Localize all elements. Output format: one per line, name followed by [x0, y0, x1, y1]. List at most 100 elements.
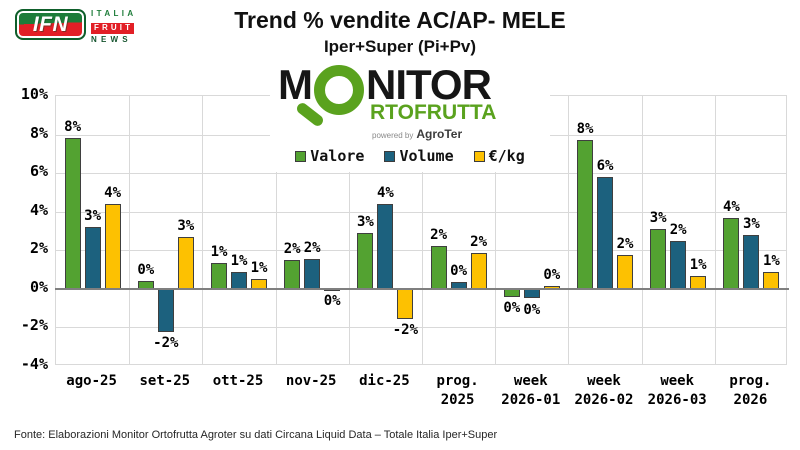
- y-axis-tick-label: 0%: [29, 277, 48, 296]
- magnifier-ring: [314, 65, 364, 115]
- x-axis-category-label: prog. 2026: [729, 373, 772, 408]
- x-axis-category-label: ott-25: [212, 373, 264, 389]
- bar-value-label: 0%: [523, 301, 541, 318]
- bar-volume: [523, 288, 540, 299]
- gridline-vertical: [275, 96, 277, 364]
- bar-value-label: 2%: [283, 240, 301, 257]
- gridline-vertical: [348, 96, 350, 364]
- bar-value-label: 3%: [356, 213, 374, 230]
- gridline-vertical: [641, 96, 643, 364]
- bar-volume: [597, 177, 613, 289]
- bar-value-label: 8%: [64, 119, 82, 136]
- monitor-logo-block: M NITOR RTOFRUTTA powered by AgroTer Valo…: [270, 60, 550, 172]
- x-axis-category-label: ago-25: [66, 373, 117, 389]
- chart-legend: Valore Volume €/kg: [270, 147, 550, 165]
- bar-value-label: 1%: [250, 260, 268, 277]
- x-axis-category-label: nov-25: [285, 373, 337, 389]
- monitor-logo-nitor: NITOR: [366, 61, 492, 108]
- zero-axis-line: [55, 287, 789, 290]
- x-axis-category-label: prog. 2025: [436, 373, 479, 408]
- bar-value-label: 4%: [722, 198, 740, 215]
- bar-value-label: 3%: [84, 208, 102, 225]
- y-axis-tick-label: -4%: [20, 355, 48, 373]
- gridline-vertical: [568, 96, 570, 364]
- bar-kg: [617, 255, 633, 289]
- legend-swatch-icon: [295, 150, 307, 162]
- gridline-vertical: [714, 96, 716, 364]
- source-note: Fonte: Elaborazioni Monitor Ortofrutta A…: [14, 429, 498, 441]
- gridline-horizontal: [56, 327, 786, 329]
- bar-kg: [763, 271, 780, 289]
- x-axis-category-label: dic-25: [359, 373, 410, 389]
- legend-item-kg: €/kg: [473, 147, 525, 165]
- x-axis-category-label: week 2026-01: [501, 373, 561, 408]
- legend-label: €/kg: [488, 147, 525, 165]
- monitor-logo-m: M: [278, 61, 313, 108]
- legend-swatch-icon: [473, 150, 485, 162]
- bar-valore: [284, 259, 301, 289]
- legend-label: Valore: [310, 147, 365, 165]
- ifn-logo-acronym: IFN: [32, 12, 69, 36]
- legend-swatch-icon: [384, 150, 396, 162]
- ifn-logo: IFN: [15, 9, 86, 40]
- chart-title: Trend % vendite AC/AP- MELE: [234, 7, 566, 33]
- bar-value-label: 2%: [470, 234, 488, 251]
- legend-label: Volume: [399, 147, 454, 165]
- legend-item-volume: Volume: [384, 147, 454, 165]
- gridline-vertical: [129, 96, 131, 364]
- bar-valore: [357, 232, 374, 289]
- y-axis-tick-label: -2%: [20, 316, 48, 335]
- bar-volume: [304, 258, 321, 289]
- gridline-horizontal: [56, 173, 786, 175]
- y-axis-tick-label: 10%: [20, 85, 48, 103]
- bar-kg: [397, 288, 414, 319]
- legend-item-valore: Valore: [295, 147, 364, 165]
- bar-valore: [650, 229, 667, 289]
- bar-value-label: 2%: [430, 227, 448, 244]
- bar-value-label: 8%: [576, 121, 594, 138]
- gridline-vertical: [202, 96, 204, 364]
- y-axis-tick-label: 2%: [29, 239, 48, 258]
- monitor-logo-line1: M NITOR: [278, 60, 550, 129]
- gridline-vertical: [422, 96, 423, 364]
- ifn-logo-italia: ITALIA: [91, 9, 137, 18]
- ifn-logo-wordmark: ITALIA FRUIT NEWS: [91, 10, 137, 44]
- bar-value-label: 0%: [323, 293, 341, 310]
- bar-value-label: 1%: [762, 252, 780, 269]
- bar-kg: [177, 236, 194, 289]
- gridline-horizontal: [56, 211, 786, 213]
- bar-value-label: 2%: [303, 239, 321, 256]
- bar-value-label: 3%: [649, 210, 667, 227]
- ifn-logo-fruit: FRUIT: [91, 22, 135, 34]
- x-axis-category-label: week 2026-02: [574, 373, 634, 408]
- powered-by-label: powered by: [372, 131, 414, 140]
- magnifier-icon: [294, 65, 364, 129]
- bar-value-label: 2%: [616, 236, 634, 253]
- y-axis-tick-label: 4%: [29, 200, 48, 219]
- bar-value-label: 0%: [503, 299, 521, 316]
- y-axis-tick-label: 8%: [29, 123, 48, 142]
- bar-volume: [84, 227, 101, 289]
- bar-value-label: 1%: [689, 257, 707, 274]
- bar-value-label: 2%: [669, 221, 687, 238]
- bar-value-label: 1%: [210, 243, 228, 260]
- agroter-brand: AgroTer: [416, 127, 463, 141]
- gridline-horizontal: [56, 250, 786, 252]
- x-axis-category-label: set-25: [139, 373, 191, 389]
- bar-valore: [503, 288, 520, 297]
- bar-value-label: 0%: [543, 266, 561, 283]
- bar-value-label: 4%: [104, 185, 122, 201]
- x-axis-category-label: week 2026-03: [647, 373, 707, 408]
- bar-value-label: 3%: [742, 215, 760, 232]
- bar-value-label: 6%: [596, 158, 614, 174]
- y-axis-tick-label: 6%: [29, 162, 48, 181]
- bar-value-label: 4%: [376, 185, 394, 201]
- bar-value-label: 3%: [177, 217, 195, 234]
- monitor-logo-powered: powered by AgroTer: [372, 127, 550, 141]
- bar-volume: [157, 288, 174, 333]
- ifn-logo-news: NEWS: [91, 34, 132, 44]
- monitor-logo-line2: RTOFRUTTA: [370, 101, 497, 124]
- bar-value-label: -2%: [153, 335, 179, 352]
- bar-value-label: -2%: [392, 321, 419, 338]
